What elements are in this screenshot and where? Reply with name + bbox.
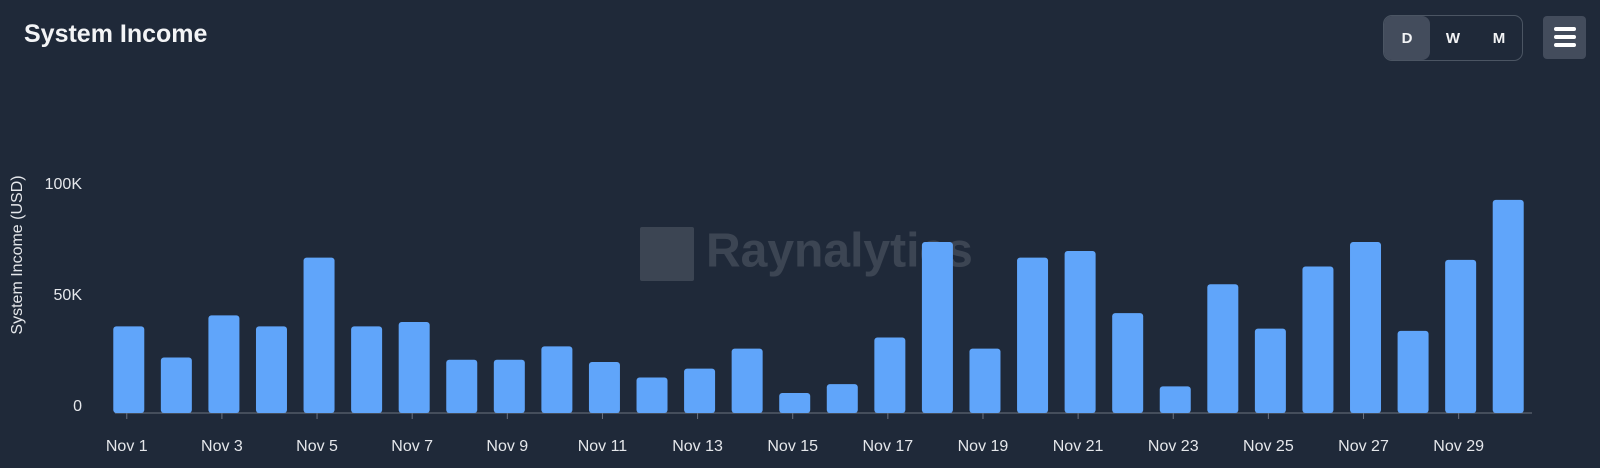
bar	[208, 315, 240, 413]
bar	[398, 321, 430, 413]
bar	[351, 326, 383, 413]
x-tick-label: Nov 7	[391, 438, 433, 455]
title: System Income	[24, 20, 208, 48]
bar	[1017, 257, 1049, 413]
bar	[1397, 330, 1429, 413]
period-button[interactable]: W	[1445, 29, 1461, 47]
x-tick-label: Nov 23	[1148, 438, 1199, 455]
x-tick-label: Nov 15	[767, 438, 818, 455]
y-axis-title: System Income (USD)	[9, 175, 26, 334]
bar	[826, 384, 858, 413]
x-tick-label: Nov 5	[296, 438, 338, 455]
bar	[1492, 199, 1524, 413]
y-tick-label: 0	[73, 398, 82, 415]
y-tick-label: 100K	[45, 176, 83, 193]
bar	[874, 337, 906, 413]
x-tick-label: Nov 21	[1053, 438, 1104, 455]
bar	[1254, 328, 1286, 413]
bar	[1112, 313, 1144, 413]
x-tick-label: Nov 25	[1243, 438, 1294, 455]
bar	[1207, 284, 1239, 413]
menu-button[interactable]	[1543, 16, 1586, 59]
bar	[1159, 386, 1191, 413]
x-tick-label: Nov 27	[1338, 438, 1389, 455]
x-tick-label: Nov 9	[486, 438, 528, 455]
bar	[636, 377, 668, 413]
bar	[160, 357, 192, 413]
period-button[interactable]: D	[1384, 16, 1430, 60]
y-tick-label: 50K	[54, 287, 83, 304]
bar	[113, 326, 145, 413]
bar	[1302, 266, 1334, 413]
bar	[1064, 250, 1096, 413]
bar	[588, 361, 620, 413]
bar	[541, 346, 573, 413]
bar	[921, 242, 953, 413]
x-tick-label: Nov 3	[201, 438, 243, 455]
bar	[493, 359, 525, 413]
bar	[779, 393, 811, 413]
x-tick-label: Nov 11	[578, 438, 628, 455]
bar	[969, 348, 1001, 413]
x-tick-label: Nov 17	[862, 438, 913, 455]
period-selector: D W M	[1383, 15, 1523, 61]
bar	[446, 359, 478, 413]
x-tick-label: Nov 1	[106, 438, 148, 455]
x-tick-label: Nov 13	[672, 438, 723, 455]
bar	[684, 368, 716, 413]
x-tick-label: Nov 29	[1433, 438, 1484, 455]
x-tick-label: Nov 19	[958, 438, 1009, 455]
bar	[303, 257, 335, 413]
period-button[interactable]: M	[1492, 29, 1506, 47]
bar	[1445, 259, 1477, 413]
bar	[255, 326, 287, 413]
bar	[731, 348, 763, 413]
bar	[1350, 242, 1382, 413]
